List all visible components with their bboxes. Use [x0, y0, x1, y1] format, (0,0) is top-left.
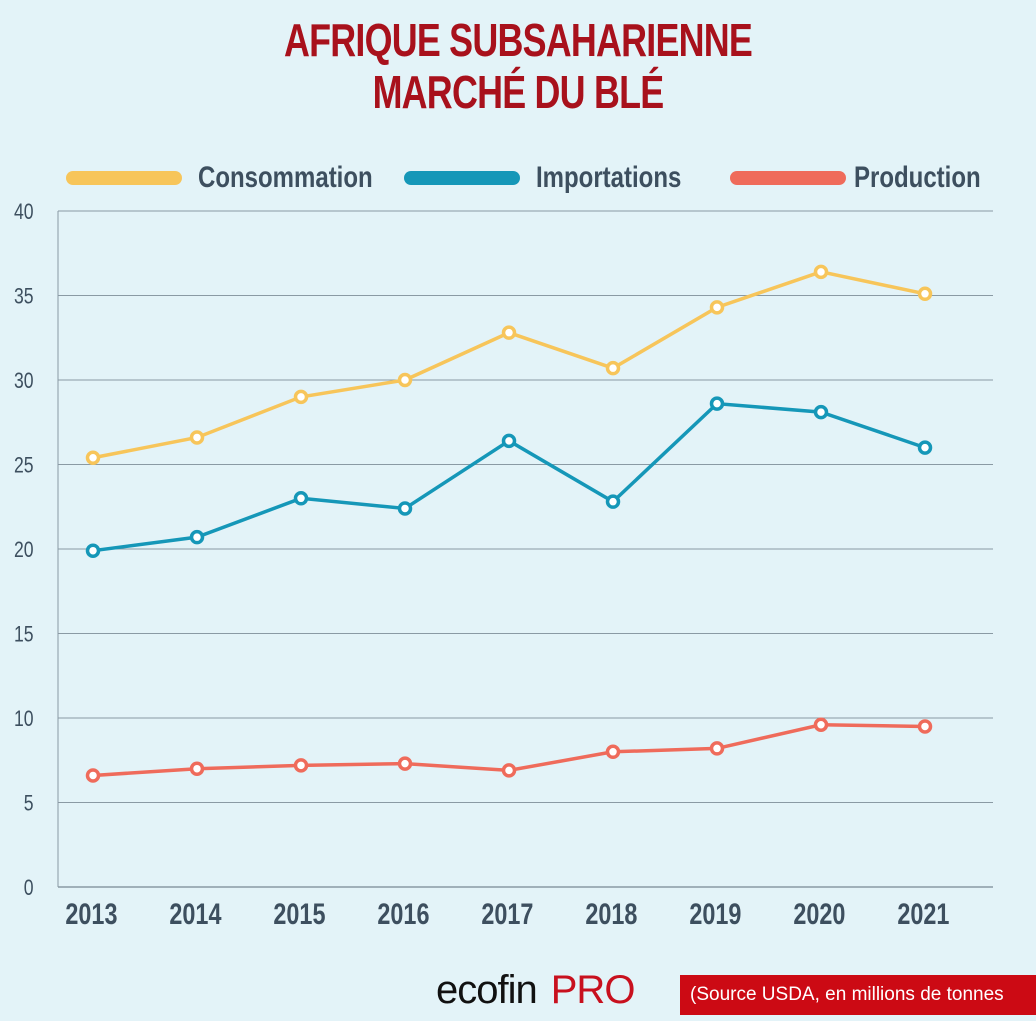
- y-tick-label: 40: [14, 200, 34, 224]
- data-point-importations: [85, 543, 101, 558]
- legend-item-production: Production: [730, 158, 1012, 198]
- data-point-production: [709, 741, 725, 756]
- data-point-consommation: [605, 360, 621, 376]
- series-line-consommation: [92, 270, 926, 460]
- x-tick-label: 2016: [377, 897, 429, 930]
- data-point-importations: [501, 433, 517, 449]
- data-point-importations: [189, 529, 205, 545]
- y-tick-label: 15: [14, 623, 34, 647]
- legend-swatch: [66, 171, 182, 185]
- data-point-consommation: [709, 300, 725, 315]
- x-tick-label: 2015: [273, 897, 325, 930]
- y-tick-label: 0: [24, 876, 34, 900]
- data-point-production: [189, 761, 205, 776]
- data-point-production: [397, 756, 413, 771]
- legend-label: Consommation: [198, 161, 373, 194]
- data-point-production: [813, 717, 829, 733]
- x-tick-label: 2017: [481, 897, 533, 930]
- x-tick-label: 2018: [585, 897, 637, 930]
- x-tick-label: 2014: [169, 897, 221, 930]
- data-point-importations: [709, 396, 725, 411]
- x-tick-label: 2020: [793, 897, 845, 930]
- data-point-consommation: [501, 325, 517, 340]
- data-point-consommation: [293, 389, 309, 405]
- data-point-production: [501, 763, 517, 778]
- y-tick-label: 25: [14, 454, 34, 478]
- data-point-production: [293, 758, 309, 773]
- source-note: (Source USDA, en millions de tonnes: [680, 975, 1036, 1015]
- chart-title: AFRIQUE SUBSAHARIENNE MARCHÉ DU BLÉ: [114, 14, 922, 118]
- data-point-consommation: [85, 450, 101, 465]
- legend-label: Importations: [536, 161, 682, 194]
- data-point-importations: [605, 494, 621, 509]
- legend-item-importations: Importations: [404, 158, 718, 198]
- series-line-importations: [92, 401, 926, 553]
- data-point-production: [917, 719, 933, 734]
- data-point-production: [605, 744, 621, 760]
- legend-item-consommation: Consommation: [66, 158, 416, 198]
- y-tick-label: 35: [14, 285, 34, 309]
- data-point-consommation: [917, 286, 933, 302]
- y-tick-label: 20: [14, 538, 34, 562]
- data-point-importations: [917, 440, 933, 455]
- ecofin-pro-logo: ecofin PRO: [436, 968, 636, 1013]
- data-point-importations: [813, 404, 829, 420]
- data-point-consommation: [397, 372, 413, 388]
- logo-ecofin: ecofin: [436, 968, 538, 1012]
- data-point-consommation: [813, 264, 829, 280]
- data-point-importations: [397, 501, 413, 516]
- x-tick-label: 2019: [689, 897, 741, 930]
- legend-swatch: [404, 171, 520, 185]
- data-point-consommation: [189, 430, 205, 445]
- y-tick-label: 10: [14, 707, 34, 731]
- data-point-importations: [293, 491, 309, 506]
- legend-swatch: [730, 171, 846, 185]
- x-tick-label: 2013: [65, 897, 117, 930]
- y-tick-label: 30: [14, 369, 34, 393]
- title-line-2: MARCHÉ DU BLÉ: [372, 66, 665, 118]
- data-point-production: [85, 768, 101, 783]
- y-tick-label: 5: [24, 792, 34, 816]
- title-line-1: AFRIQUE SUBSAHARIENNE: [283, 14, 753, 66]
- x-tick-label: 2021: [897, 897, 949, 930]
- legend-label: Production: [854, 161, 981, 194]
- logo-pro: PRO: [550, 968, 636, 1012]
